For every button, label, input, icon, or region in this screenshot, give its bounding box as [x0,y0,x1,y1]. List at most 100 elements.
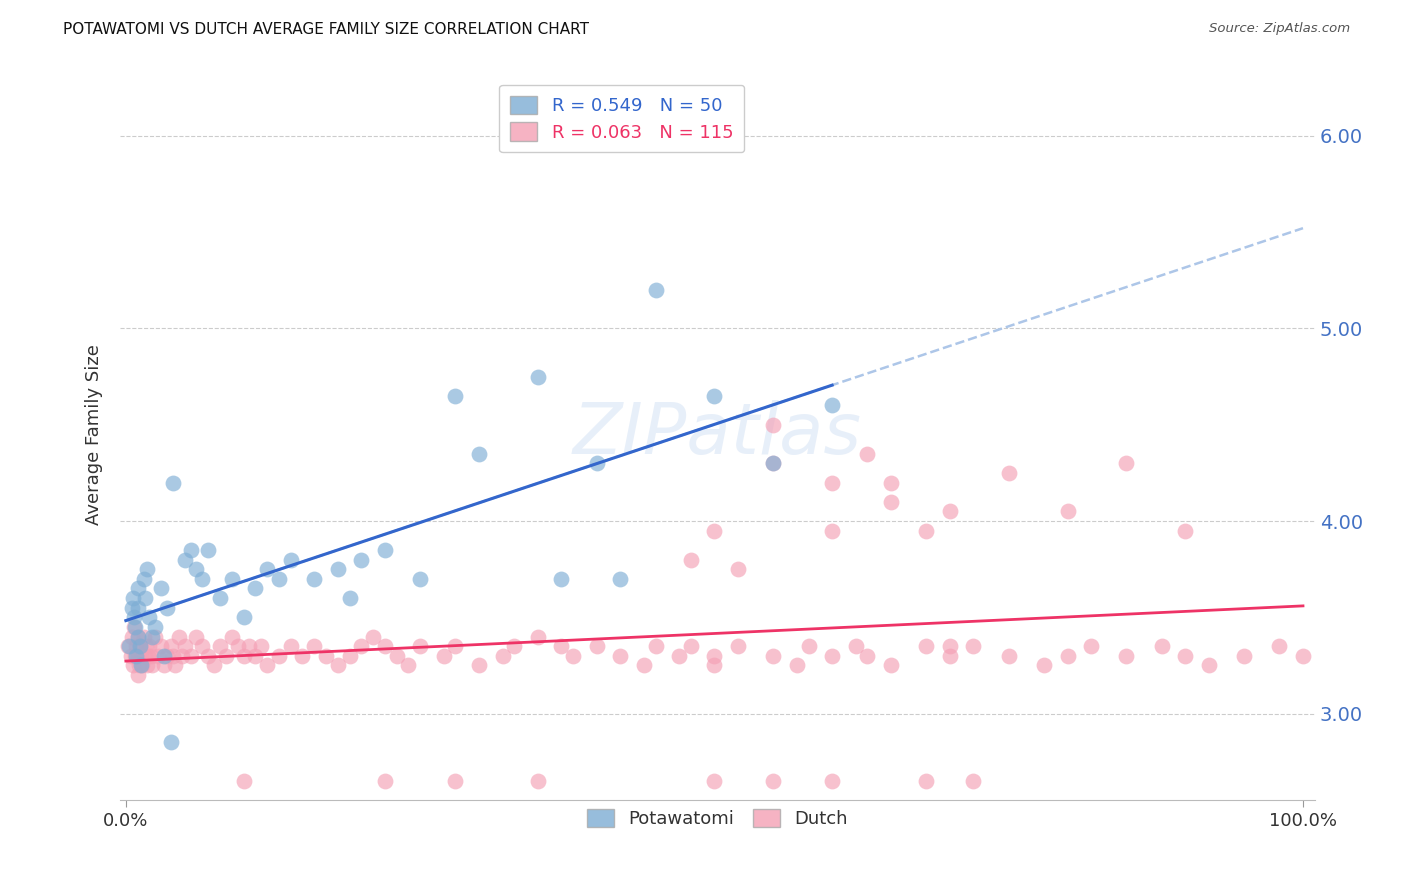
Point [374,774,396,789]
Point [339,591,361,605]
Point [915,639,938,653]
Point [256,562,278,576]
Point [845,639,868,653]
Point [821,524,844,538]
Point [173,639,195,653]
Text: Source: ZipAtlas.com: Source: ZipAtlas.com [1209,22,1350,36]
Point [152,648,174,663]
Point [1174,524,1197,538]
Point [797,639,820,653]
Point [202,658,225,673]
Text: ZIPatlas: ZIPatlas [572,400,862,469]
Point [267,572,290,586]
Point [374,542,396,557]
Point [141,658,163,673]
Point [121,600,143,615]
Point [727,562,749,576]
Point [703,774,725,789]
Point [122,658,145,673]
Point [1268,639,1291,653]
Point [197,648,219,663]
Point [939,648,962,663]
Point [165,658,187,673]
Point [679,639,702,653]
Point [644,283,666,297]
Point [786,658,808,673]
Point [350,639,373,653]
Point [138,639,160,653]
Point [156,600,179,615]
Point [527,630,550,644]
Point [280,552,302,566]
Point [527,369,550,384]
Point [159,639,181,653]
Point [143,630,166,644]
Point [121,630,143,644]
Point [997,648,1019,663]
Point [152,658,174,673]
Point [162,475,184,490]
Point [125,639,148,653]
Point [134,591,156,605]
Point [267,648,290,663]
Point [162,648,184,663]
Point [821,475,844,490]
Point [703,658,725,673]
Point [128,658,150,673]
Point [350,552,373,566]
Point [117,639,139,653]
Point [585,456,607,470]
Point [280,639,302,653]
Point [136,648,159,663]
Point [1174,648,1197,663]
Point [1056,504,1078,518]
Point [150,582,173,596]
Point [468,447,491,461]
Point [124,648,146,663]
Point [1033,658,1056,673]
Point [232,648,254,663]
Point [197,542,219,557]
Point [444,774,467,789]
Point [138,610,160,624]
Point [141,630,163,644]
Point [856,648,879,663]
Point [122,610,145,624]
Point [208,639,231,653]
Point [939,504,962,518]
Point [374,639,396,653]
Point [703,648,725,663]
Point [208,591,231,605]
Point [315,648,337,663]
Point [125,648,148,663]
Point [172,648,194,663]
Point [880,658,903,673]
Point [679,552,702,566]
Point [915,774,938,789]
Point [131,658,153,673]
Point [880,475,903,490]
Point [136,562,159,576]
Point [302,639,325,653]
Text: POTAWATOMI VS DUTCH AVERAGE FAMILY SIZE CORRELATION CHART: POTAWATOMI VS DUTCH AVERAGE FAMILY SIZE … [63,22,589,37]
Point [127,648,149,663]
Point [238,639,260,653]
Point [302,572,325,586]
Point [880,495,903,509]
Point [127,630,149,644]
Point [1198,658,1220,673]
Point [156,648,179,663]
Point [550,572,572,586]
Point [585,639,607,653]
Point [215,648,238,663]
Point [609,572,631,586]
Point [962,774,984,789]
Point [139,648,162,663]
Point [129,648,152,663]
Point [122,620,145,634]
Point [1292,648,1315,663]
Point [191,639,214,653]
Point [821,774,844,789]
Point [762,774,785,789]
Point [326,562,349,576]
